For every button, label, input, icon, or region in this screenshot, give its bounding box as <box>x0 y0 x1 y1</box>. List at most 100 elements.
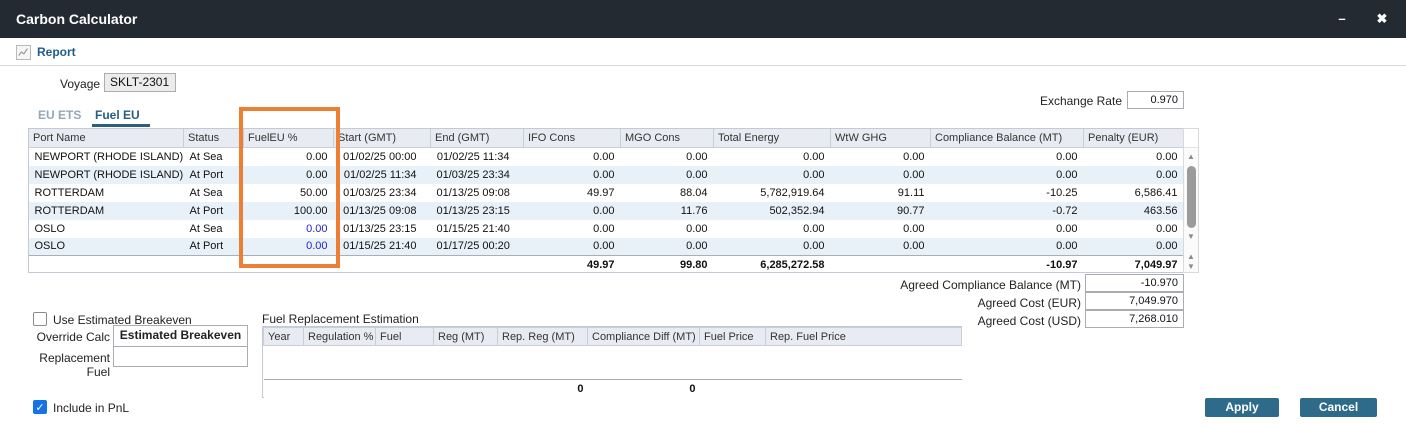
cell-penalty: 0.00 <box>1083 219 1184 238</box>
include-in-pnl-label: Include in PnL <box>53 401 130 415</box>
include-in-pnl-checkbox[interactable]: ✓ <box>33 400 47 414</box>
col-port-name[interactable]: Port Name <box>28 128 184 148</box>
cell-start: 01/03/25 23:34 <box>333 183 431 202</box>
cell-mgo: 88.04 <box>620 183 714 202</box>
cell-balance: 0.00 <box>930 219 1084 238</box>
cell-energy: 5,782,919.64 <box>713 183 831 202</box>
title-bar: Carbon Calculator – ✖ <box>0 0 1406 38</box>
exchange-rate-label: Exchange Rate <box>1039 94 1122 108</box>
cell-energy: 502,352.94 <box>713 201 831 220</box>
col-total-energy[interactable]: Total Energy <box>713 128 831 148</box>
jump-up-icon[interactable]: ▲ <box>1187 252 1195 261</box>
cell-ifo: 0.00 <box>523 147 621 166</box>
col-ifo-cons[interactable]: IFO Cons <box>523 128 621 148</box>
agreed-cost-usd-input[interactable]: 7,268.010 <box>1085 310 1184 328</box>
replacement-fuel-input[interactable] <box>113 346 248 367</box>
cell-penalty: 0.00 <box>1083 147 1184 166</box>
col-fuel-price[interactable]: Fuel Price <box>699 327 766 346</box>
scroll-up-icon[interactable]: ▲ <box>1187 152 1195 161</box>
minimize-button[interactable]: – <box>1326 0 1358 38</box>
cell-port: NEWPORT (RHODE ISLAND) <box>28 147 184 166</box>
col-rep-fuel-price[interactable]: Rep. Fuel Price <box>765 327 962 346</box>
cell-ifo: 0.00 <box>523 201 621 220</box>
table-row[interactable]: OSLO At Sea 0.00 01/13/25 23:15 01/15/25… <box>28 219 1184 238</box>
fr-total-rep-reg: 0 <box>497 379 588 398</box>
cancel-button[interactable]: Cancel <box>1300 398 1377 417</box>
cell-ifo: 0.00 <box>523 219 621 238</box>
cell-wtw: 0.00 <box>830 147 931 166</box>
toolbar: Report <box>0 38 1406 66</box>
cell-status: At Sea <box>183 219 244 238</box>
cell-port: ROTTERDAM <box>28 183 184 202</box>
col-reg-mt[interactable]: Reg (MT) <box>433 327 498 346</box>
jump-down-icon[interactable]: ▼ <box>1187 262 1195 271</box>
table-row[interactable]: OSLO At Port 0.00 01/15/25 21:40 01/17/2… <box>28 237 1184 256</box>
cell-mgo: 0.00 <box>620 165 714 184</box>
cell-port: NEWPORT (RHODE ISLAND) <box>28 165 184 184</box>
voyage-label: Voyage <box>60 77 101 91</box>
total-balance: -10.97 <box>930 255 1084 274</box>
agreed-cost-eur-input[interactable]: 7,049.970 <box>1085 292 1184 310</box>
cell-wtw: 0.00 <box>830 165 931 184</box>
apply-button[interactable]: Apply <box>1205 398 1279 417</box>
scroll-down-icon[interactable]: ▼ <box>1187 232 1195 241</box>
use-estimated-breakeven-label: Use Estimated Breakeven <box>53 313 192 327</box>
agreed-compliance-balance-label: Agreed Compliance Balance (MT) <box>900 278 1081 292</box>
cell-balance: 0.00 <box>930 147 1084 166</box>
tab-eu-ets[interactable]: EU ETS <box>38 108 82 122</box>
cell-port: ROTTERDAM <box>28 201 184 220</box>
close-icon: ✖ <box>1376 11 1388 26</box>
table-row[interactable]: NEWPORT (RHODE ISLAND) At Sea 0.00 01/02… <box>28 147 1184 166</box>
report-button[interactable]: Report <box>16 43 76 61</box>
cell-end: 01/13/25 09:08 <box>430 183 524 202</box>
col-end-gmt[interactable]: End (GMT) <box>430 128 524 148</box>
cell-fueleu: 0.00 <box>243 165 334 184</box>
cell-fueleu-editable[interactable]: 0.00 <box>243 237 334 256</box>
voyage-input[interactable]: SKLT-2301 <box>104 73 176 92</box>
col-regulation-pct[interactable]: Regulation % <box>303 327 376 346</box>
estimated-breakeven-input[interactable]: Estimated Breakeven <box>113 325 248 346</box>
cell-status: At Port <box>183 237 244 256</box>
agreed-cost-eur-label: Agreed Cost (EUR) <box>977 296 1081 310</box>
close-button[interactable]: ✖ <box>1366 0 1398 38</box>
cell-penalty: 0.00 <box>1083 165 1184 184</box>
cell-energy: 0.00 <box>713 219 831 238</box>
tab-fuel-eu[interactable]: Fuel EU <box>95 108 140 122</box>
tab-active-underline <box>92 124 150 127</box>
table-row[interactable]: NEWPORT (RHODE ISLAND) At Port 0.00 01/0… <box>28 165 1184 184</box>
cell-penalty: 6,586.41 <box>1083 183 1184 202</box>
cell-port: OSLO <box>28 219 184 238</box>
cell-port: OSLO <box>28 237 184 256</box>
agreed-compliance-balance-input[interactable]: -10.970 <box>1085 274 1184 292</box>
cell-end: 01/02/25 11:34 <box>430 147 524 166</box>
cell-fueleu: 100.00 <box>243 201 334 220</box>
col-fuel[interactable]: Fuel <box>375 327 434 346</box>
cell-start: 01/02/25 00:00 <box>333 147 431 166</box>
scrollbar-thumb[interactable] <box>1187 166 1196 228</box>
cell-balance: -0.72 <box>930 201 1084 220</box>
col-status[interactable]: Status <box>183 128 244 148</box>
col-wtw-ghg[interactable]: WtW GHG <box>830 128 931 148</box>
vertical-scrollbar[interactable]: ▲ ▼ ▲ ▼ <box>1183 128 1199 273</box>
fuel-replacement-grid: Year Regulation % Fuel Reg (MT) Rep. Reg… <box>262 326 962 398</box>
table-row[interactable]: ROTTERDAM At Port 100.00 01/13/25 09:08 … <box>28 201 1184 220</box>
cell-energy: 0.00 <box>713 237 831 256</box>
cell-wtw: 90.77 <box>830 201 931 220</box>
cell-mgo: 0.00 <box>620 237 714 256</box>
col-fueleu-pct[interactable]: FuelEU % <box>243 128 334 148</box>
cell-end: 01/03/25 23:34 <box>430 165 524 184</box>
col-mgo-cons[interactable]: MGO Cons <box>620 128 714 148</box>
col-compliance-balance[interactable]: Compliance Balance (MT) <box>930 128 1084 148</box>
cell-wtw: 91.11 <box>830 183 931 202</box>
col-penalty-eur[interactable]: Penalty (EUR) <box>1083 128 1184 148</box>
col-compliance-diff-mt[interactable]: Compliance Diff (MT) <box>587 327 700 346</box>
col-start-gmt[interactable]: Start (GMT) <box>333 128 431 148</box>
col-rep-reg-mt[interactable]: Rep. Reg (MT) <box>497 327 588 346</box>
table-row[interactable]: ROTTERDAM At Sea 50.00 01/03/25 23:34 01… <box>28 183 1184 202</box>
cell-fueleu-editable[interactable]: 0.00 <box>243 219 334 238</box>
col-year[interactable]: Year <box>263 327 304 346</box>
use-estimated-breakeven-checkbox[interactable] <box>33 312 47 326</box>
cell-ifo: 0.00 <box>523 237 621 256</box>
replacement-fuel-label: Replacement Fuel <box>39 351 110 379</box>
exchange-rate-input[interactable]: 0.970 <box>1127 91 1184 109</box>
